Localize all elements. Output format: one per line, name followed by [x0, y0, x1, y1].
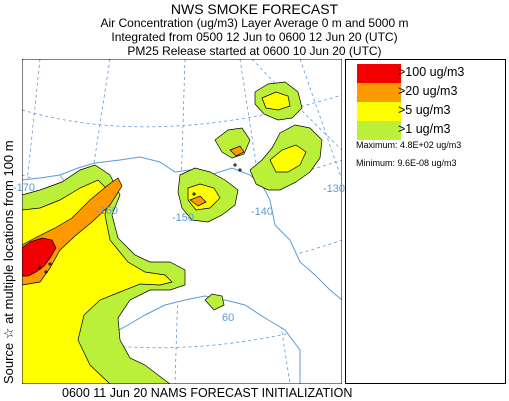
legend-label: >100 ug/m3 [398, 65, 465, 79]
forecast-initialization-footer: 0600 11 Jun 20 NAMS FORECAST INITIALIZAT… [62, 386, 353, 400]
source-markers [38, 163, 242, 274]
minimum-value: Minimum: 9.6E-08 ug/m3 [356, 158, 457, 168]
source-location-label: Source ☆ at multiple locations from 100 … [1, 140, 16, 384]
legend-item-gt5: >5 ug/m3 [357, 102, 503, 121]
legend-swatch-red [357, 64, 401, 83]
lon-label-160: -160 [96, 205, 118, 217]
legend-item-gt100: >100 ug/m3 [357, 64, 503, 83]
forecast-title: NWS SMOKE FORECAST [170, 1, 339, 17]
release-start-subtitle: PM25 Release started at 0600 10 Jun 20 (… [127, 44, 382, 58]
concentration-legend: >100 ug/m3 >20 ug/m3 >5 ug/m3 >1 ug/m3 M… [345, 59, 506, 384]
legend-label: >20 ug/m3 [398, 84, 458, 98]
concentration-layer-subtitle: Air Concentration (ug/m3) Layer Average … [100, 16, 409, 30]
plume-gt100 [22, 237, 57, 277]
legend-item-gt20: >20 ug/m3 [357, 83, 503, 102]
lon-label-170: -170 [13, 182, 35, 194]
lon-label-130: -130 [323, 183, 345, 195]
integration-period-subtitle: Integrated from 0500 12 Jun to 0600 12 J… [111, 30, 398, 44]
lon-label-140: -140 [251, 206, 273, 218]
legend-swatch-orange [357, 83, 401, 102]
legend-swatch-yellow [357, 102, 401, 121]
legend-item-gt1: >1 ug/m3 [357, 121, 503, 140]
legend-label: >1 ug/m3 [398, 122, 451, 136]
maximum-value: Maximum: 4.8E+02 ug/m3 [356, 140, 462, 150]
legend-swatch-green [357, 121, 401, 140]
lat-label-60: 60 [222, 312, 234, 324]
lon-label-150: -150 [172, 212, 194, 224]
legend-label: >5 ug/m3 [398, 103, 451, 117]
